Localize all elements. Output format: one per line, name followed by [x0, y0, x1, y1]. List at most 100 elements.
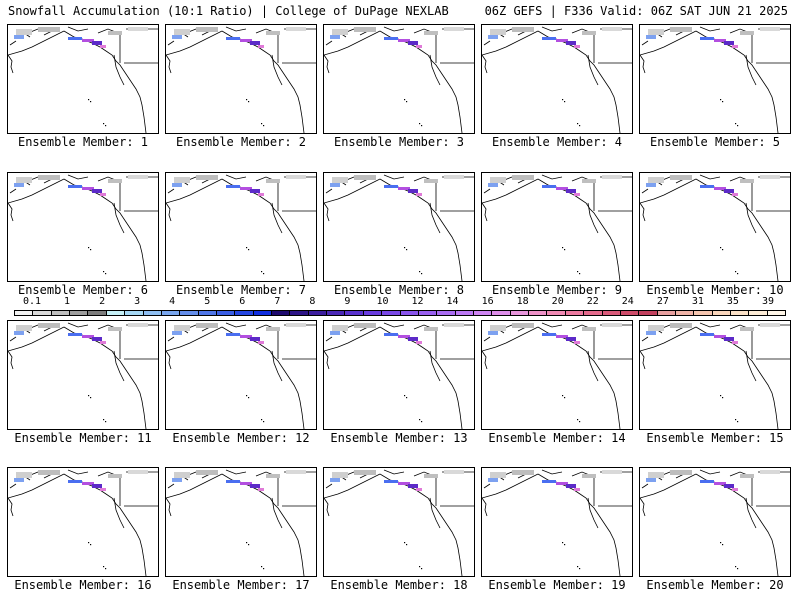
colorbar-tick-label: 39 [761, 296, 775, 307]
ensemble-member-map [639, 467, 791, 577]
ensemble-member-label: Ensemble Member: 11 [14, 431, 152, 445]
colorbar-swatch [418, 311, 438, 315]
ensemble-member-label: Ensemble Member: 8 [333, 283, 465, 297]
colorbar-swatch [198, 311, 217, 315]
colorbar-swatch [712, 311, 732, 315]
snowfall-map [324, 174, 474, 281]
ensemble-member-map [481, 320, 633, 430]
colorbar-swatch [345, 311, 364, 315]
ensemble-member-label: Ensemble Member: 3 [333, 135, 465, 149]
ensemble-member-label: Ensemble Member: 16 [14, 578, 152, 592]
colorbar-swatch [473, 311, 493, 315]
ensemble-member-map [165, 172, 317, 282]
colorbar-tick-label: 35 [726, 296, 739, 307]
colorbar-tick-label: 16 [481, 296, 494, 307]
snowfall-map [166, 26, 316, 133]
ensemble-member-label: Ensemble Member: 14 [488, 431, 626, 445]
snowfall-map [324, 469, 474, 576]
snowfall-map [482, 26, 632, 133]
colorbar-swatch [106, 311, 126, 315]
ensemble-member-map [639, 24, 791, 134]
snowfall-map [166, 469, 316, 576]
colorbar-tick-label: 7 [274, 296, 281, 307]
colorbar-swatch [694, 311, 713, 315]
ensemble-member-map [165, 24, 317, 134]
ensemble-member-map [7, 24, 159, 134]
ensemble-member-label: Ensemble Member: 19 [488, 578, 626, 592]
snowfall-map [324, 322, 474, 429]
colorbar-swatch [639, 311, 658, 315]
colorbar-tick-label: 1 [64, 296, 71, 307]
ensemble-member-map [7, 467, 159, 577]
ensemble-member-label: Ensemble Member: 17 [172, 578, 310, 592]
ensemble-member-map [323, 172, 475, 282]
ensemble-member-label: Ensemble Member: 7 [175, 283, 307, 297]
ensemble-member-label: Ensemble Member: 4 [491, 135, 623, 149]
snowfall-map [8, 26, 158, 133]
snowfall-map [640, 322, 790, 429]
ensemble-member-map [165, 320, 317, 430]
colorbar-swatch [88, 311, 107, 315]
colorbar-tick-label: 9 [344, 296, 351, 307]
colorbar-swatch [602, 311, 621, 315]
colorbar-swatch [492, 311, 511, 315]
colorbar-swatch [657, 311, 676, 315]
ensemble-member-map [323, 467, 475, 577]
colorbar-swatch [363, 311, 383, 315]
colorbar-tick-label: 2 [99, 296, 106, 307]
ensemble-member-label: Ensemble Member: 15 [646, 431, 784, 445]
colorbar-swatch [180, 311, 199, 315]
colorbar-tick-label: 14 [446, 296, 459, 307]
ensemble-member-map [323, 320, 475, 430]
snowfall-map [324, 26, 474, 133]
colorbar-swatch [400, 311, 419, 315]
snowfall-map [482, 322, 632, 429]
colorbar-swatch [455, 311, 474, 315]
colorbar-swatch [216, 311, 236, 315]
colorbar-swatch [235, 311, 254, 315]
colorbar-swatch [382, 311, 401, 315]
colorbar-swatch [272, 311, 291, 315]
ensemble-member-map [165, 467, 317, 577]
snowfall-map [640, 26, 790, 133]
colorbar-tick-label: 24 [621, 296, 634, 307]
run-valid-time: 06Z GEFS | F336 Valid: 06Z SAT JUN 21 20… [484, 4, 788, 18]
colorbar-swatch [15, 311, 34, 315]
colorbar-swatch [437, 311, 456, 315]
snowfall-map [166, 174, 316, 281]
ensemble-member-label: Ensemble Member: 18 [330, 578, 468, 592]
colorbar-swatch [565, 311, 585, 315]
colorbar-swatch [584, 311, 603, 315]
colorbar-swatch [308, 311, 328, 315]
snowfall-colorbar [14, 310, 786, 316]
ensemble-member-map [481, 24, 633, 134]
colorbar-swatch [675, 311, 695, 315]
colorbar-swatch [290, 311, 309, 315]
map-title: Snowfall Accumulation (10:1 Ratio) | Col… [8, 4, 449, 18]
ensemble-member-map [7, 320, 159, 430]
colorbar-swatch [125, 311, 144, 315]
colorbar-tick-label: 8 [309, 296, 316, 307]
colorbar-tick-label: 3 [134, 296, 141, 307]
ensemble-member-label: Ensemble Member: 2 [175, 135, 307, 149]
colorbar-swatch [253, 311, 273, 315]
colorbar-tick-label: 18 [516, 296, 529, 307]
colorbar-tick-label: 12 [411, 296, 424, 307]
colorbar-tick-label: 6 [239, 296, 246, 307]
colorbar-swatch [749, 311, 768, 315]
ensemble-member-map [639, 172, 791, 282]
ensemble-member-label: Ensemble Member: 9 [491, 283, 623, 297]
colorbar-tick-label: 5 [204, 296, 211, 307]
snowfall-map [482, 174, 632, 281]
ensemble-member-map [323, 24, 475, 134]
colorbar-swatch [529, 311, 548, 315]
snowfall-map [8, 469, 158, 576]
snowfall-map [640, 469, 790, 576]
snowfall-map [8, 174, 158, 281]
colorbar-tick-label: 10 [376, 296, 389, 307]
ensemble-member-label: Ensemble Member: 13 [330, 431, 468, 445]
colorbar-swatch [547, 311, 566, 315]
colorbar-swatch [70, 311, 89, 315]
colorbar-tick-label: 20 [551, 296, 564, 307]
snowfall-map [166, 322, 316, 429]
